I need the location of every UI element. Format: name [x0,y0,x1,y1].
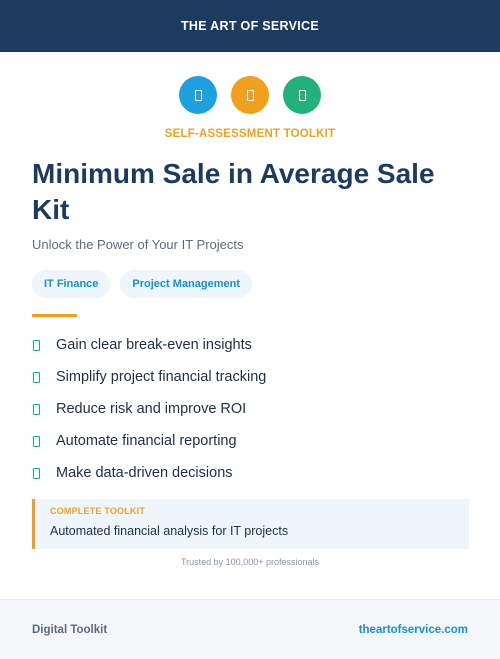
benefit-item: Reduce risk and improve ROI [32,393,266,425]
header-bar: THE ART OF SERVICE [0,0,500,52]
trusted-note: Trusted by 100,000+ professionals [180,557,319,567]
subtitle: Unlock the Power of Your IT Projects [32,237,244,252]
check-icon [33,339,40,351]
check-icon [33,435,40,447]
icon-row [0,76,500,114]
benefit-item: Simplify project financial tracking [32,361,266,393]
benefit-text: Automate financial reporting [56,433,237,449]
website-link[interactable]: theartofservice.com [358,623,468,636]
toolkit-callout: COMPLETE TOOLKIT Automated financial ana… [32,499,469,549]
footer-bar: Digital Toolkit theartofservice.com [0,599,500,659]
accent-divider [32,314,77,317]
document-icon [283,76,321,114]
brand-name: THE ART OF SERVICE [180,19,320,33]
benefit-item: Gain clear break-even insights [32,329,266,361]
benefit-item: Automate financial reporting [32,425,266,457]
page-title: Minimum Sale in Average Sale Kit [32,158,435,225]
check-icon [33,371,40,383]
tag-it-finance: IT Finance [32,270,111,298]
tag-project-management: Project Management [120,270,252,298]
tag-list: IT Finance Project Management [32,270,252,298]
footer-label: Digital Toolkit [32,623,108,636]
document-icon [179,76,217,114]
benefit-list: Gain clear break-even insights Simplify … [32,329,266,489]
benefit-text: Make data-driven decisions [56,465,233,481]
check-icon [33,467,40,479]
benefit-item: Make data-driven decisions [32,457,266,489]
benefit-text: Simplify project financial tracking [56,369,267,385]
document-icon [231,76,269,114]
check-icon [33,403,40,415]
eyebrow-label: SELF-ASSESSMENT TOOLKIT [164,128,336,140]
callout-label: COMPLETE TOOLKIT [50,506,146,516]
benefit-text: Reduce risk and improve ROI [56,401,247,417]
benefit-text: Gain clear break-even insights [56,337,252,353]
callout-text: Automated financial analysis for IT proj… [50,524,289,538]
